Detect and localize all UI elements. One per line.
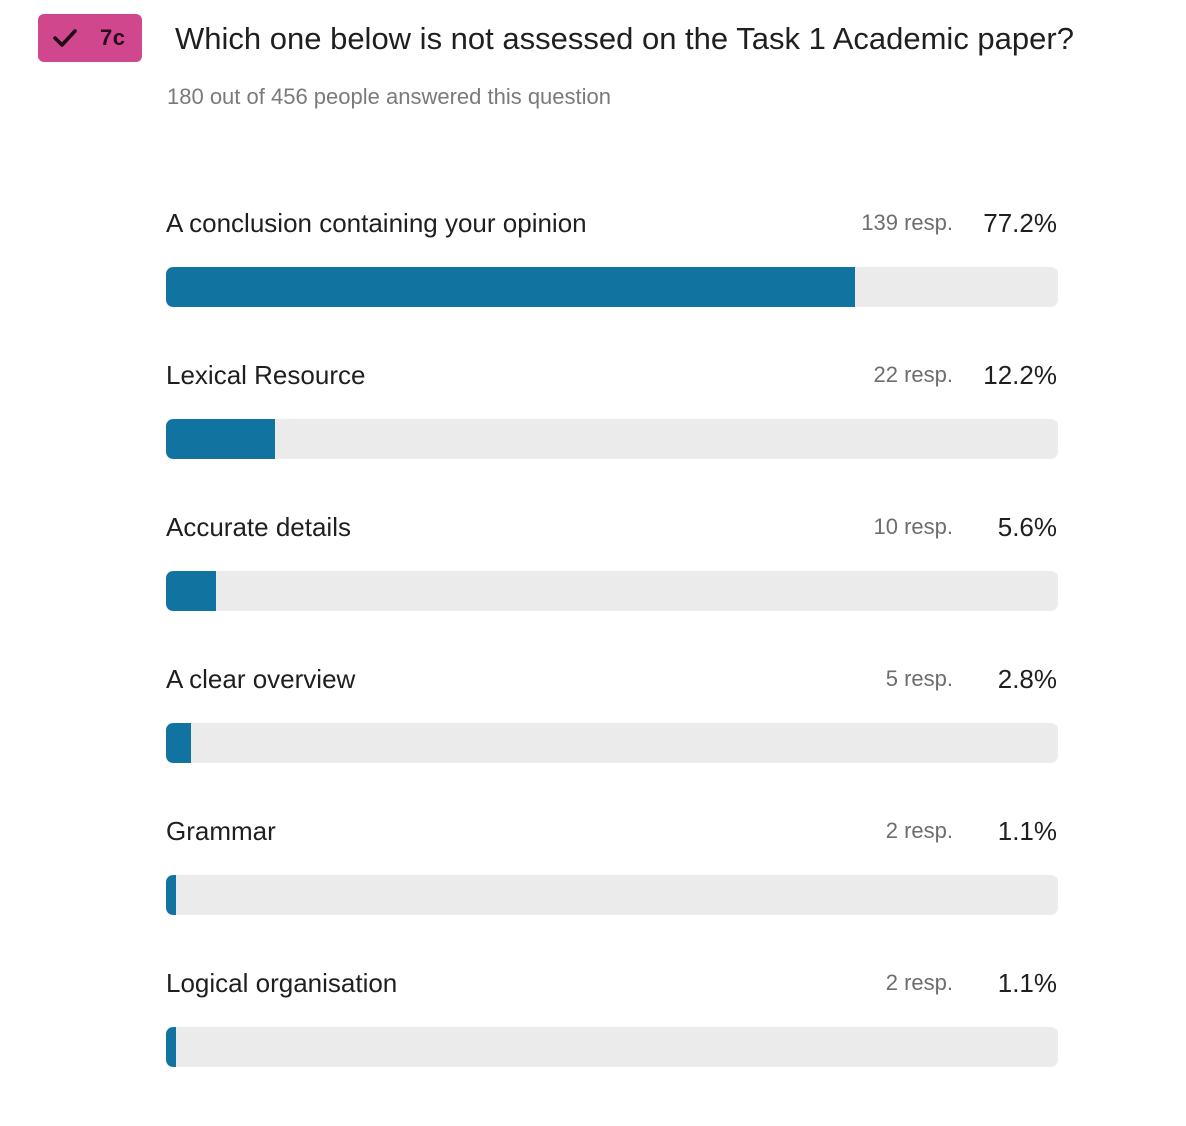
poll-option-row: Accurate details 10 resp. 5.6% bbox=[166, 510, 1058, 611]
question-number: 7c bbox=[100, 25, 126, 50]
bar-track bbox=[166, 571, 1058, 611]
option-label: Grammar bbox=[166, 816, 276, 846]
option-percentage: 77.2% bbox=[983, 208, 1057, 238]
question-title: Which one below is not assessed on the T… bbox=[175, 21, 1074, 56]
option-response-count: 22 resp. bbox=[873, 362, 954, 387]
option-percentage: 12.2% bbox=[983, 360, 1057, 390]
option-response-count: 139 resp. bbox=[861, 210, 953, 235]
poll-option-row: Grammar 2 resp. 1.1% bbox=[166, 814, 1058, 915]
bar-fill bbox=[166, 267, 855, 307]
bar-track bbox=[166, 723, 1058, 763]
question-number-badge: 7c bbox=[38, 14, 142, 62]
poll-option-row: Logical organisation 2 resp. 1.1% bbox=[166, 966, 1058, 1067]
bar-track bbox=[166, 419, 1058, 459]
poll-option-row: Lexical Resource 22 resp. 12.2% bbox=[166, 358, 1058, 459]
option-percentage: 1.1% bbox=[997, 816, 1057, 846]
option-label: A clear overview bbox=[166, 664, 356, 694]
answered-count: 180 out of 456 people answered this ques… bbox=[167, 84, 611, 109]
option-response-count: 10 resp. bbox=[873, 514, 954, 539]
check-icon bbox=[53, 29, 77, 47]
option-label: A conclusion containing your opinion bbox=[166, 208, 587, 238]
bar-track bbox=[166, 875, 1058, 915]
bar-track bbox=[166, 267, 1058, 307]
option-percentage: 1.1% bbox=[997, 968, 1057, 998]
bar-fill bbox=[166, 875, 176, 915]
bar-fill bbox=[166, 419, 275, 459]
poll-option-row: A conclusion containing your opinion 139 … bbox=[166, 206, 1058, 307]
option-percentage: 5.6% bbox=[997, 512, 1057, 542]
option-response-count: 5 resp. bbox=[885, 666, 953, 691]
option-label: Accurate details bbox=[166, 512, 351, 542]
option-label: Lexical Resource bbox=[166, 360, 366, 390]
option-response-count: 2 resp. bbox=[885, 818, 953, 843]
option-response-count: 2 resp. bbox=[885, 970, 953, 995]
poll-option-row: A clear overview 5 resp. 2.8% bbox=[166, 662, 1058, 763]
bar-fill bbox=[166, 1027, 176, 1067]
option-label: Logical organisation bbox=[166, 968, 398, 998]
bar-track bbox=[166, 1027, 1058, 1067]
option-percentage: 2.8% bbox=[997, 664, 1057, 694]
bar-fill bbox=[166, 571, 216, 611]
bar-fill bbox=[166, 723, 191, 763]
